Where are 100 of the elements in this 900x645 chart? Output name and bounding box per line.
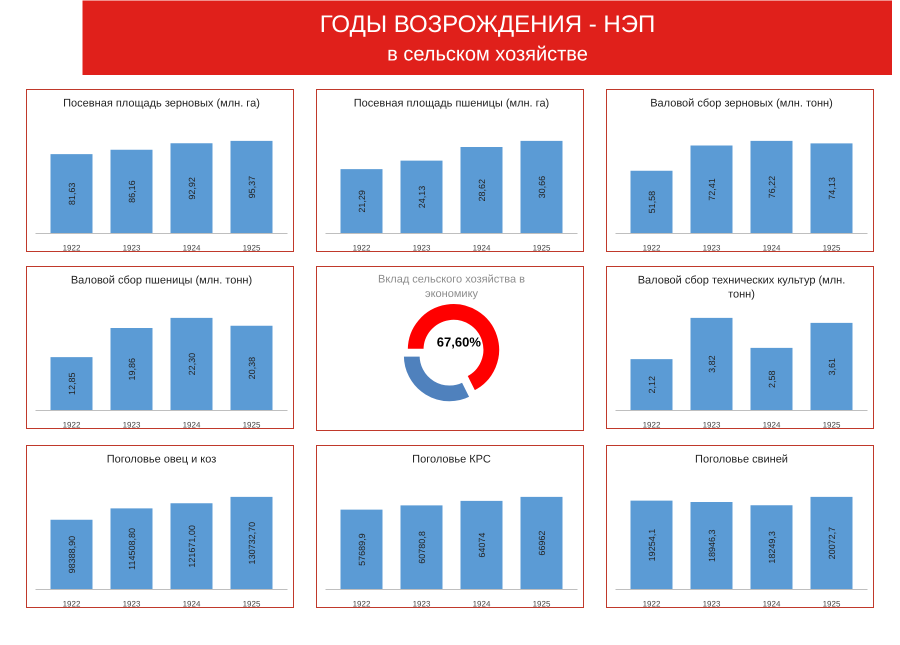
chart-title: Валовой сбор технических культур (млн. тонн)	[638, 274, 846, 301]
x-tick-label: 1923	[412, 244, 431, 252]
data-label: 18946,3	[707, 529, 717, 562]
bar	[340, 510, 382, 590]
data-label: 64074	[477, 532, 487, 558]
bar	[230, 140, 272, 234]
x-tick-label: 1924	[472, 244, 491, 252]
bar	[50, 357, 92, 410]
x-tick-label: 1925	[242, 420, 261, 430]
x-tick-label: 1922	[352, 244, 371, 252]
bar	[400, 160, 442, 234]
bar	[460, 500, 502, 590]
bar	[460, 147, 502, 234]
bar	[400, 505, 442, 590]
x-tick-label: 1923	[702, 600, 721, 608]
text: ГОДЫ ВОЗРОЖДЕНИЯ - НЭП	[320, 11, 656, 38]
x-tick-label: 1923	[122, 244, 141, 252]
chart-title: Поголовье КРС	[412, 453, 491, 466]
x-tick-label: 1922	[62, 600, 81, 608]
bar	[690, 502, 732, 590]
data-label: 130732,70	[247, 522, 257, 564]
data-label: 24,13	[417, 186, 427, 208]
x-tick-label: 1924	[182, 244, 201, 252]
bar	[690, 145, 732, 234]
x-tick-label: 1925	[242, 244, 261, 252]
x-tick-label: 1922	[642, 244, 661, 252]
bar	[340, 169, 382, 234]
x-tick-label: 1924	[472, 600, 491, 608]
data-label: 114508,80	[127, 528, 137, 570]
bar	[230, 496, 272, 590]
bar	[230, 326, 272, 410]
bar	[170, 503, 212, 590]
data-label: 30,66	[537, 176, 547, 198]
data-label: 76,22	[767, 176, 777, 198]
chart-title: Посевная площадь зерновых (млн. га)	[63, 97, 260, 110]
chart-title: Валовой сбор зерновых (млн. тонн)	[650, 97, 833, 110]
bar	[170, 143, 212, 234]
x-tick-label: 1925	[822, 600, 841, 608]
data-label: 81,63	[67, 182, 77, 206]
bar	[810, 496, 852, 590]
data-label: 2,58	[767, 370, 777, 388]
data-label: 74,13	[827, 177, 837, 200]
x-tick-label: 1923	[412, 600, 431, 608]
x-tick-label: 1922	[352, 600, 371, 608]
data-label: 3,61	[827, 358, 837, 376]
data-label: 66962	[537, 530, 547, 556]
bar	[110, 508, 152, 590]
x-tick-label: 1924	[762, 600, 781, 608]
data-label: 121671,00	[187, 525, 197, 568]
data-label: 19,86	[127, 358, 137, 380]
data-label: 86,16	[127, 180, 137, 203]
x-tick-label: 1922	[62, 244, 81, 252]
data-label: 20,38	[247, 356, 257, 380]
bar	[750, 348, 792, 410]
data-label: 2,12	[647, 376, 657, 394]
x-tick-label: 1924	[182, 600, 201, 608]
data-label: 19254,1	[647, 528, 657, 562]
x-tick-label: 1925	[822, 244, 841, 252]
x-tick-label: 1922	[642, 420, 661, 430]
bar	[690, 318, 732, 410]
bar	[630, 359, 672, 410]
bar	[110, 328, 152, 410]
x-tick-label: 1922	[642, 600, 661, 608]
data-label: 95,37	[247, 176, 257, 198]
bar	[50, 520, 92, 590]
data-label: 12,85	[67, 372, 77, 396]
x-tick-label: 1922	[62, 420, 81, 430]
chart-title: Поголовье свиней	[695, 453, 788, 466]
bar	[170, 318, 212, 410]
x-tick-label: 1925	[532, 600, 551, 608]
x-tick-label: 1925	[822, 420, 841, 430]
bar	[520, 496, 562, 590]
x-tick-label: 1925	[532, 244, 551, 252]
x-tick-label: 1925	[242, 600, 261, 608]
data-label: 67,60%	[436, 334, 482, 350]
data-label: 51,58	[647, 190, 657, 214]
x-tick-label: 1923	[702, 244, 721, 252]
data-label: 22,30	[187, 352, 197, 376]
data-label: 92,92	[187, 177, 197, 200]
chart-title: Поголовье овец и коз	[106, 453, 216, 466]
bar	[750, 140, 792, 234]
bar	[630, 500, 672, 590]
bar	[810, 143, 852, 234]
x-tick-label: 1924	[182, 420, 201, 430]
data-label: 21,29	[357, 190, 367, 213]
text: в сельском хозяйстве	[387, 44, 588, 66]
chart-title: Вклад сельского хозяйства в экономику	[378, 274, 526, 300]
bar	[110, 150, 152, 234]
data-label: 57689,9	[357, 533, 367, 566]
chart-title: Посевная площадь пшеницы (млн. га)	[354, 97, 550, 110]
x-tick-label: 1923	[122, 420, 141, 430]
x-tick-label: 1923	[702, 420, 721, 430]
data-label: 3,82	[707, 355, 717, 373]
x-tick-label: 1924	[762, 420, 781, 430]
bar	[810, 322, 852, 410]
data-label: 98388,90	[67, 536, 77, 574]
data-label: 60780,8	[417, 531, 427, 564]
bar	[520, 140, 562, 234]
bar	[750, 505, 792, 590]
bar	[630, 170, 672, 234]
